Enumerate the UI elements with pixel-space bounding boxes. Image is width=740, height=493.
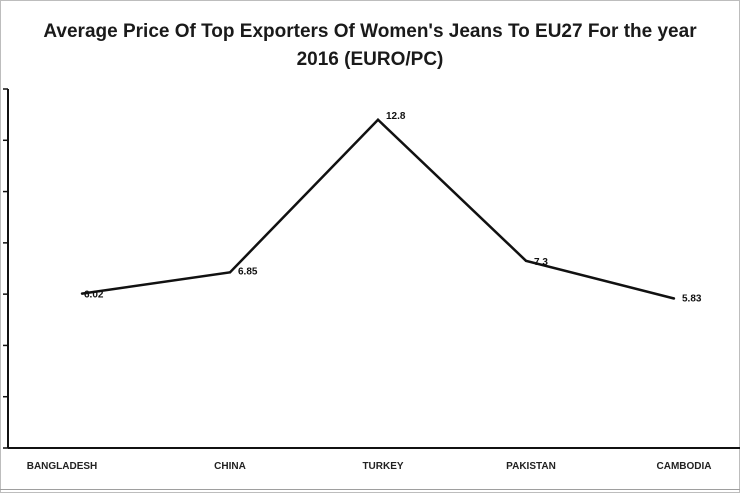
x-tick-label: PAKISTAN bbox=[506, 461, 556, 472]
series-line bbox=[81, 118, 675, 300]
data-label: 6.85 bbox=[238, 266, 258, 277]
data-point bbox=[376, 118, 380, 121]
data-point bbox=[672, 297, 676, 300]
data-label: 12.8 bbox=[386, 111, 406, 122]
x-axis-labels: BANGLADESH CHINA TURKEY PAKISTAN CAMBODIA bbox=[27, 461, 712, 472]
y-axis-ticks bbox=[3, 88, 8, 449]
axes bbox=[7, 89, 740, 449]
data-label: 7.3 bbox=[534, 257, 548, 268]
x-tick-label: BANGLADESH bbox=[27, 461, 98, 472]
data-point bbox=[228, 271, 232, 274]
data-label: 6.02 bbox=[84, 290, 104, 301]
x-tick-label: TURKEY bbox=[362, 461, 403, 472]
data-point bbox=[80, 292, 84, 295]
x-tick-label: CHINA bbox=[214, 461, 246, 472]
data-label: 5.83 bbox=[682, 294, 702, 305]
series-group bbox=[80, 118, 676, 300]
frame-bottom-rule bbox=[0, 489, 740, 490]
data-point bbox=[524, 259, 528, 263]
x-tick-label: CAMBODIA bbox=[657, 461, 712, 472]
chart-title: Average Price Of Top Exporters Of Women'… bbox=[43, 21, 697, 70]
data-labels: 6.02 6.85 12.8 7.3 5.83 bbox=[84, 111, 702, 305]
